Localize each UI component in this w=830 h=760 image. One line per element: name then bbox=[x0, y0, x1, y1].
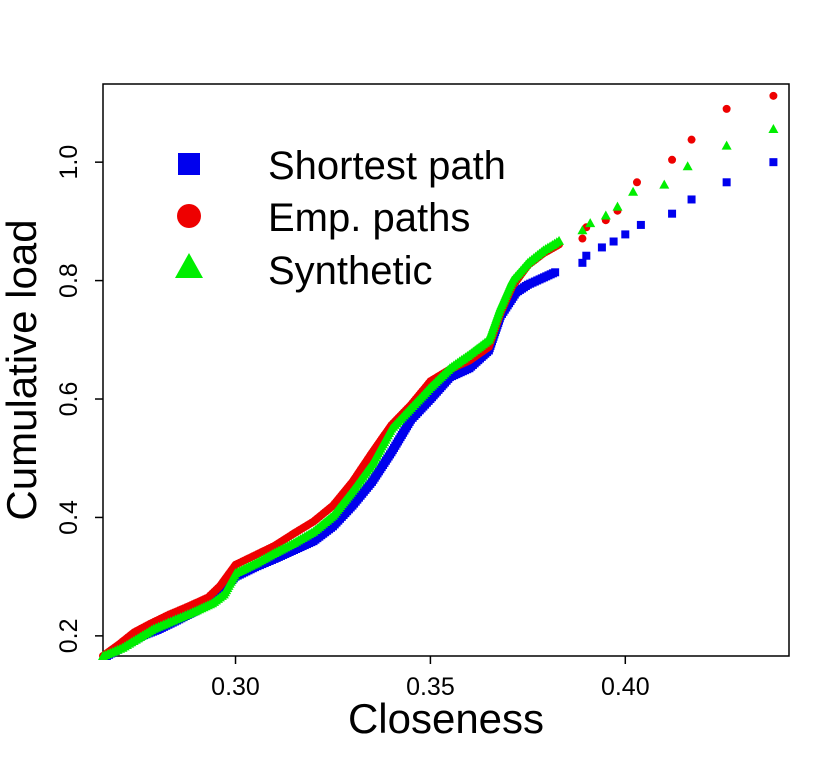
legend-label-emp-paths: Emp. paths bbox=[268, 196, 470, 240]
y-axis-title: Cumulative load bbox=[0, 219, 45, 520]
synthetic-point bbox=[577, 225, 588, 235]
plot-frame bbox=[102, 83, 790, 657]
emp-paths-point bbox=[769, 91, 778, 100]
y-axis: 0.2 0.4 0.6 0.8 1.0 bbox=[55, 145, 103, 653]
legend: Shortest path Emp. paths Synthetic bbox=[175, 144, 506, 293]
synthetic-point bbox=[628, 186, 639, 196]
legend-marker-emp-paths bbox=[177, 204, 201, 228]
x-tick-label: 0.35 bbox=[406, 673, 455, 701]
shortest-path-point bbox=[687, 195, 696, 204]
legend-label-shortest-path: Shortest path bbox=[268, 144, 506, 188]
shortest-path-point bbox=[597, 243, 606, 252]
shortest-path-point bbox=[578, 258, 587, 267]
x-tick-label: 0.30 bbox=[211, 673, 260, 701]
shortest-path-point bbox=[621, 230, 630, 239]
shortest-path-point bbox=[636, 220, 645, 229]
y-tick-label: 1.0 bbox=[55, 145, 83, 180]
synthetic-point bbox=[659, 179, 670, 189]
synthetic-point bbox=[682, 161, 693, 171]
shortest-path-point bbox=[551, 268, 560, 277]
emp-paths-point bbox=[668, 155, 677, 164]
shortest-path-point bbox=[582, 251, 591, 260]
synthetic-point bbox=[554, 235, 565, 245]
legend-label-synthetic: Synthetic bbox=[268, 249, 433, 293]
emp-paths-point bbox=[687, 135, 696, 144]
emp-paths-point bbox=[578, 234, 587, 243]
synthetic-point bbox=[600, 210, 611, 220]
y-tick-label: 0.2 bbox=[55, 618, 83, 653]
emp-paths-point bbox=[722, 104, 731, 113]
synthetic-point bbox=[768, 124, 779, 134]
synthetic-point bbox=[612, 201, 623, 211]
synthetic-point bbox=[721, 140, 732, 150]
shortest-path-point bbox=[769, 158, 778, 167]
x-axis-title: Closeness bbox=[348, 695, 544, 742]
x-tick-label: 0.40 bbox=[601, 673, 650, 701]
legend-marker-synthetic bbox=[175, 253, 203, 278]
data-points bbox=[98, 91, 779, 660]
emp-paths-point bbox=[632, 178, 641, 187]
y-tick-label: 0.8 bbox=[55, 263, 83, 298]
synthetic-point bbox=[585, 218, 596, 228]
y-tick-label: 0.4 bbox=[55, 500, 83, 535]
shortest-path-point bbox=[722, 178, 731, 187]
shortest-path-point bbox=[609, 237, 618, 246]
x-axis: 0.30 0.35 0.40 bbox=[211, 656, 650, 701]
shortest-path-point bbox=[668, 209, 677, 218]
legend-marker-shortest-path bbox=[178, 153, 200, 175]
y-tick-label: 0.6 bbox=[55, 382, 83, 417]
